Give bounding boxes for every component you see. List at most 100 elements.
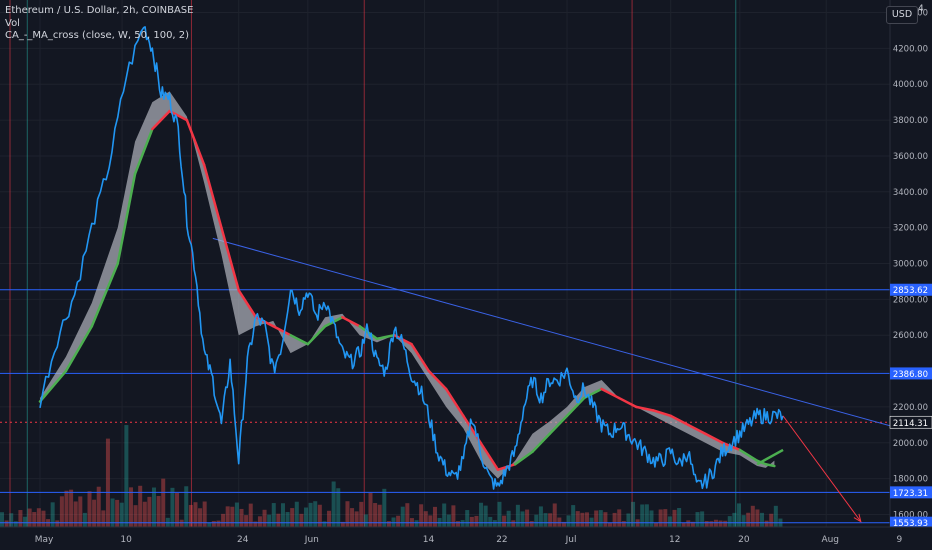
volume-bar [290,508,295,527]
volume-bar [50,502,55,527]
ma-line-up [116,172,137,265]
y-tick-label: 2000.00 [893,439,928,449]
volume-bar [13,521,18,527]
volume-bar [575,511,580,527]
volume-bar [4,520,9,527]
volume-bar [373,503,378,527]
ma-line-down [237,289,258,319]
ma-line-up [548,414,569,436]
volume-bar [773,505,778,527]
currency-button[interactable]: USD [886,6,918,24]
volume-bar [649,510,654,527]
volume-bar [64,490,69,527]
volume-bar [603,512,608,527]
y-tick-label: 4000.00 [893,80,928,90]
volume-bar [87,491,92,527]
volume-bar [175,493,180,527]
volume-bar [598,510,603,527]
level-price-label: 1723.31 [893,489,928,499]
volume-bar [193,502,198,527]
ma-line-up [64,324,94,373]
volume-bar [723,520,728,527]
y-tick-label: 2800.00 [893,295,928,305]
volume-bar [239,508,244,527]
volume-bar [119,502,124,527]
volume-bar [502,515,507,527]
level-price-tag [890,283,932,296]
volume-bar [336,488,341,527]
ma-line-up [513,450,534,466]
volume-bar [474,515,479,527]
volume-bar [257,516,262,527]
volume-bar [105,438,110,527]
y-tick-label: 3600.00 [893,152,928,162]
volume-bar [225,506,230,527]
volume-bar [713,519,718,527]
volume-bar [221,513,226,527]
volume-bar [128,487,133,527]
volume-bar [428,515,433,527]
volume-bar [216,520,221,527]
volume-bar [672,509,677,527]
volume-bar [534,514,539,527]
volume-bar [469,516,474,527]
volume-bar [686,520,691,527]
volume-bar [741,515,746,527]
volume-bar [276,513,281,527]
indicator-label[interactable]: CA_-_MA_cross (close, W, 50, 100, 2) [5,30,190,41]
volume-bar [746,512,751,527]
volume-bar [184,486,189,527]
grid [0,0,896,527]
x-tick-label: 22 [496,535,507,545]
projection-arrow [782,415,862,522]
volume-bar [594,510,599,527]
volume-bar [271,503,276,527]
volume-bar [677,508,682,527]
volume-bar [750,505,755,527]
volume-bar [456,521,461,527]
ma-line-up [38,369,68,403]
volume-bar [700,511,705,527]
volume-bar [584,512,589,527]
volume-bar [561,521,566,527]
y-tick-label: 1600.00 [893,510,928,520]
volume-bar [248,503,253,527]
volume-bar [285,512,290,527]
volume-bar [695,512,700,527]
volume-bar [432,506,437,527]
ma-line-up [306,324,327,346]
volume-bar [327,510,332,527]
volume-bar [423,511,428,527]
ma-line-down [151,109,171,131]
volume-bar [78,496,83,527]
ma-line-up [764,463,776,468]
volume-bar [156,496,161,527]
last-price-tag [889,415,932,429]
volume-bar [727,516,732,527]
volume-bar [506,510,511,527]
ma-line-down [652,409,672,418]
volume-bar [299,513,304,527]
ma-line-down [479,441,500,471]
volume-bar [405,503,410,527]
volume-label[interactable]: Vol [5,17,20,29]
ma-band-fill [40,91,775,479]
volume-bar [667,516,672,527]
volume-bar [755,509,760,527]
ma-line-down [600,387,621,400]
volume-bar [571,505,576,527]
volume-bar [23,516,28,527]
volume-bar [538,506,543,527]
x-tick-label: Jul [565,535,577,545]
volume-bar [253,521,258,527]
volume-bar [488,516,493,527]
volume-bar [59,496,64,527]
volume-bar [363,514,368,527]
price-scale [890,0,932,550]
volume-bar [354,511,359,527]
volume-bar [709,521,714,527]
ma-line-down [444,387,465,418]
symbol-title[interactable]: Ethereum / U.S. Dollar, 2h, COINBASE [5,5,194,16]
ma-line-down [410,342,431,373]
